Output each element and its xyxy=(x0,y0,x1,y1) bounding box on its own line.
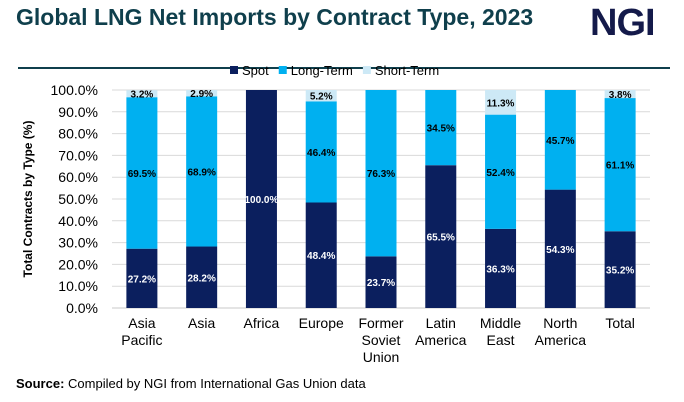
x-tick-label: East xyxy=(487,332,515,348)
data-label-long-term: 45.7% xyxy=(546,136,574,147)
bar-spot xyxy=(186,246,218,308)
bar-spot xyxy=(425,165,457,308)
y-tick-label: 30.0% xyxy=(58,235,98,251)
x-tick-label: Latin xyxy=(426,315,456,331)
bar-long-term xyxy=(544,90,576,190)
data-label-spot: 48.4% xyxy=(307,251,335,262)
bar-short-term xyxy=(126,90,158,98)
legend-swatch-long-term xyxy=(278,66,287,74)
data-label-long-term: 69.5% xyxy=(128,169,156,180)
bar-short-term xyxy=(186,90,218,97)
bar-long-term xyxy=(425,90,457,166)
bar-spot xyxy=(365,256,397,308)
bar-long-term xyxy=(305,101,337,203)
y-tick-label: 60.0% xyxy=(58,169,98,185)
title-divider xyxy=(18,67,670,69)
legend-swatch-short-term xyxy=(362,66,371,74)
ngi-logo: NGI xyxy=(590,2,656,44)
legend-label-long-term: Long-Term xyxy=(291,63,353,78)
data-label-short-term: 2.9% xyxy=(190,89,213,100)
y-tick-label: 90.0% xyxy=(58,104,98,120)
bar-long-term xyxy=(186,96,218,247)
data-label-short-term: 11.3% xyxy=(487,98,515,109)
y-tick-label: 20.0% xyxy=(58,256,98,272)
bar-short-term xyxy=(305,90,337,102)
data-label-spot: 23.7% xyxy=(367,278,395,289)
x-tick-label: Total xyxy=(605,315,635,331)
data-label-short-term: 3.2% xyxy=(130,90,153,101)
y-tick-label: 10.0% xyxy=(58,278,98,294)
y-tick-label: 0.0% xyxy=(66,300,98,316)
bar-spot xyxy=(544,189,576,308)
y-tick-label: 80.0% xyxy=(58,126,98,142)
data-label-spot: 35.2% xyxy=(606,266,634,277)
bar-spot xyxy=(485,228,517,308)
x-tick-label: Middle xyxy=(480,315,521,331)
data-label-short-term: 5.2% xyxy=(310,92,333,103)
y-tick-label: 50.0% xyxy=(58,191,98,207)
bar-long-term xyxy=(485,114,517,229)
bar-short-term xyxy=(604,90,636,99)
data-label-spot: 27.2% xyxy=(128,274,156,285)
chart-title: Global LNG Net Imports by Contract Type,… xyxy=(16,4,534,30)
source-note: Source: Compiled by NGI from Internation… xyxy=(16,376,366,391)
data-label-long-term: 34.5% xyxy=(427,124,455,135)
bar-spot xyxy=(126,248,158,308)
data-label-spot: 36.3% xyxy=(486,264,514,275)
bar-spot xyxy=(245,90,277,308)
x-tick-label: Asia xyxy=(188,315,215,331)
legend-swatch-spot xyxy=(230,66,238,74)
data-label-long-term: 68.9% xyxy=(187,167,215,178)
y-tick-label: 40.0% xyxy=(58,213,98,229)
bar-spot xyxy=(305,202,337,308)
x-tick-label: Africa xyxy=(244,315,280,331)
data-label-long-term: 46.4% xyxy=(307,148,335,159)
data-label-spot: 28.2% xyxy=(187,273,215,284)
x-tick-label: Union xyxy=(363,349,400,365)
data-label-short-term: 3.8% xyxy=(609,90,632,101)
y-tick-label: 100.0% xyxy=(51,82,98,98)
data-label-spot: 65.5% xyxy=(427,233,455,244)
bar-long-term xyxy=(126,97,158,249)
legend-label-short-term: Short-Term xyxy=(375,63,439,78)
bar-long-term xyxy=(604,98,636,232)
x-tick-label: America xyxy=(415,332,467,348)
bar-long-term xyxy=(365,90,397,257)
x-tick-label: Pacific xyxy=(121,332,162,348)
data-label-long-term: 52.4% xyxy=(486,168,514,179)
x-tick-label: North xyxy=(543,315,577,331)
y-tick-label: 70.0% xyxy=(58,147,98,163)
source-text: Compiled by NGI from International Gas U… xyxy=(64,376,366,391)
bar-spot xyxy=(604,231,636,308)
y-axis-label: Total Contracts by Type (%) xyxy=(21,121,35,278)
data-label-spot: 54.3% xyxy=(546,245,574,256)
data-label-spot: 100.0% xyxy=(244,195,278,206)
data-label-long-term: 61.1% xyxy=(606,161,634,172)
x-tick-label: Soviet xyxy=(362,332,401,348)
legend-label-spot: Spot xyxy=(242,63,269,78)
x-tick-label: Asia xyxy=(128,315,155,331)
x-tick-label: Europe xyxy=(299,315,344,331)
data-label-long-term: 76.3% xyxy=(367,169,395,180)
x-tick-label: America xyxy=(535,332,587,348)
bar-short-term xyxy=(485,90,517,115)
source-label: Source: xyxy=(16,376,65,391)
x-tick-label: Former xyxy=(358,315,403,331)
